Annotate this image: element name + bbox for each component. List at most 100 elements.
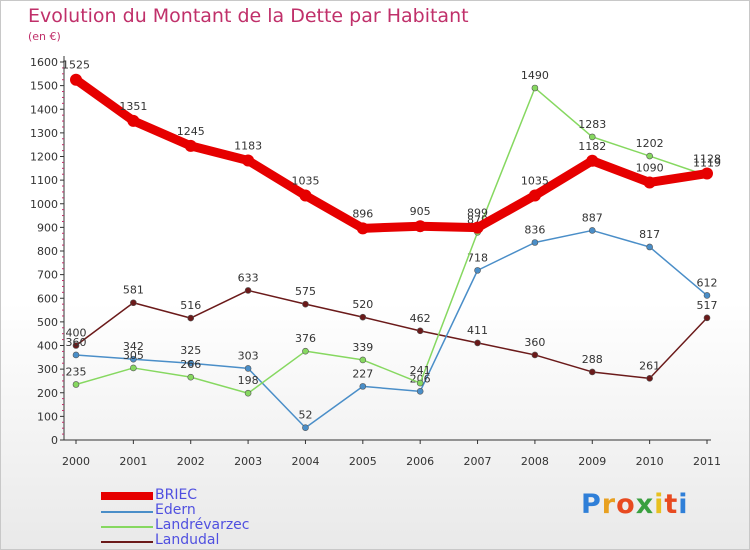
data-label-edern: 52 (298, 409, 312, 422)
data-point-edern (244, 365, 252, 372)
proxiti-logo: Proxiti (581, 489, 689, 520)
data-label-landrévarzec: 1119 (693, 157, 721, 170)
data-label-edern: 612 (697, 276, 718, 289)
data-label-landudal: 575 (295, 285, 316, 298)
data-point-landudal (416, 327, 424, 335)
data-point-edern (187, 359, 195, 367)
data-point-briec (70, 73, 82, 86)
series-line-briec (71, 75, 712, 233)
data-point-landudal (646, 375, 653, 382)
data-label-landrévarzec: 1490 (521, 69, 549, 82)
data-point-edern (302, 424, 309, 432)
logo-letter: i (654, 489, 665, 520)
legend-label-edern: Edern (155, 502, 196, 518)
y-tick-label: 100 (37, 410, 58, 423)
data-point-edern (474, 267, 481, 274)
series-line-landrévarzec (75, 87, 708, 394)
data-label-edern: 360 (66, 336, 87, 349)
data-point-landudal (130, 299, 137, 307)
series-line-edern (75, 229, 708, 429)
data-label-edern: 325 (180, 344, 201, 357)
y-tick-label: 1000 (30, 198, 58, 211)
data-point-landudal (703, 314, 711, 322)
legend-swatch-edern (101, 511, 153, 513)
data-point-briec (528, 189, 541, 202)
data-point-landrévarzec (359, 356, 367, 364)
data-label-edern: 817 (639, 228, 660, 241)
data-point-landrévarzec (244, 389, 252, 397)
series-line-landudal (75, 289, 708, 380)
data-point-landudal (72, 342, 80, 349)
data-point-briec (184, 139, 197, 152)
data-point-briec (643, 176, 656, 189)
data-point-briec (299, 189, 312, 202)
x-tick-label: 2008 (521, 455, 549, 468)
x-tick-label: 2010 (636, 455, 664, 468)
data-label-briec: 1035 (291, 174, 319, 187)
data-label-landudal: 517 (697, 299, 718, 312)
data-point-landudal (187, 314, 195, 322)
y-tick-label: 1500 (30, 80, 58, 93)
data-label-landudal: 516 (180, 299, 201, 312)
data-label-landrévarzec: 339 (352, 341, 373, 354)
y-tick-label: 1200 (30, 151, 58, 164)
data-point-edern (646, 243, 653, 251)
y-tick-label: 600 (37, 292, 58, 305)
data-label-landudal: 411 (467, 324, 488, 337)
data-label-landudal: 288 (582, 353, 603, 366)
data-label-briec: 1351 (119, 100, 147, 113)
data-point-edern (130, 355, 137, 363)
y-tick-label: 1300 (30, 127, 58, 140)
y-tick-label: 0 (51, 434, 58, 447)
x-tick-label: 2007 (464, 455, 492, 468)
legend-label-landudal: Landudal (155, 532, 220, 548)
data-point-briec (242, 154, 255, 167)
data-point-landudal (588, 368, 596, 376)
data-point-briec (586, 154, 599, 167)
data-point-landrévarzec (187, 373, 195, 381)
data-label-landrévarzec: 241 (410, 364, 431, 377)
data-label-landrévarzec: 376 (295, 332, 316, 345)
data-point-landrévarzec (302, 347, 309, 355)
data-label-edern: 836 (524, 223, 545, 236)
legend-label-landrevarzec: Landrévarzec (155, 517, 250, 533)
data-point-edern (588, 227, 596, 234)
data-point-landrévarzec (646, 152, 653, 160)
logo-letter: P (581, 489, 602, 520)
x-tick-label: 2005 (349, 455, 377, 468)
data-label-briec: 1525 (62, 59, 90, 72)
data-label-briec: 899 (467, 207, 488, 220)
x-tick-label: 2006 (406, 455, 434, 468)
legend-swatch-briec (101, 492, 153, 500)
y-tick-label: 700 (37, 269, 58, 282)
x-tick-label: 2009 (578, 455, 606, 468)
y-tick-label: 200 (37, 387, 58, 400)
data-label-edern: 227 (352, 367, 373, 380)
y-tick-label: 300 (37, 363, 58, 376)
y-tick-label: 900 (37, 221, 58, 234)
data-point-landudal (359, 313, 367, 321)
y-tick-label: 1400 (30, 103, 58, 116)
data-label-landrévarzec: 305 (123, 349, 144, 362)
y-tick-label: 1600 (30, 56, 58, 69)
data-label-briec: 1035 (521, 174, 549, 187)
data-label-briec: 1128 (693, 153, 721, 166)
data-label-landudal: 400 (66, 327, 87, 340)
data-label-landrévarzec: 198 (238, 374, 259, 387)
data-point-landrévarzec (72, 381, 80, 388)
data-label-briec: 1090 (636, 161, 664, 174)
logo-letter: r (601, 489, 617, 520)
data-point-edern (359, 383, 367, 390)
legend-swatch-landudal (101, 541, 153, 543)
data-point-landrévarzec (531, 84, 539, 92)
data-label-landudal: 520 (352, 298, 373, 311)
data-label-landrévarzec: 1283 (578, 118, 606, 131)
data-label-edern: 887 (582, 211, 603, 224)
chart-unit: (en €) (28, 30, 61, 43)
data-point-landudal (302, 300, 309, 308)
data-label-briec: 896 (352, 207, 373, 220)
logo-letter: x (635, 489, 655, 520)
data-label-briec: 1183 (234, 140, 262, 153)
data-point-briec (701, 167, 713, 180)
data-label-landudal: 581 (123, 284, 144, 297)
